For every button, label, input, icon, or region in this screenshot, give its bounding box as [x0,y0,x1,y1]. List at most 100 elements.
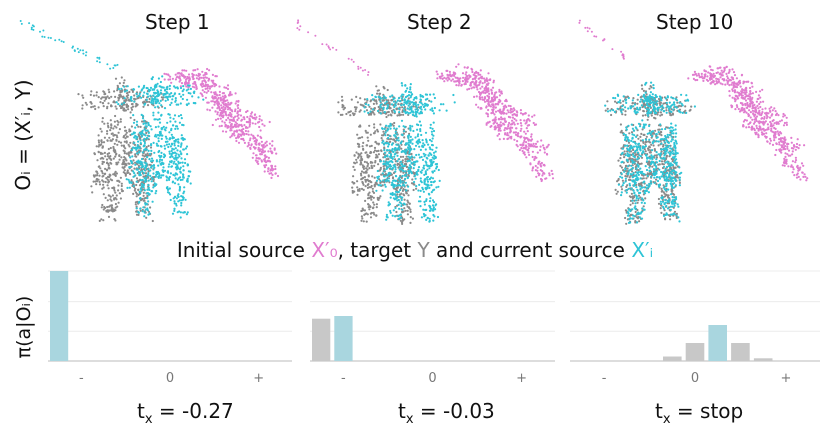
point [428,178,431,181]
point [536,140,539,143]
point [636,98,639,101]
point [97,145,100,148]
point [691,73,695,76]
point [101,120,104,123]
point [133,141,136,144]
point [461,72,465,75]
point [172,117,175,120]
point [234,102,237,105]
point [745,119,749,122]
point [132,184,135,187]
point [400,176,403,179]
point [144,180,147,183]
point [401,208,404,211]
point [763,115,766,119]
point [745,111,748,114]
point [164,99,167,102]
point [154,106,157,109]
point [384,134,387,137]
point [389,153,393,156]
point [715,77,718,80]
point [250,143,253,146]
point [154,175,157,178]
point [174,78,177,81]
point [140,157,144,161]
point [371,161,374,164]
point [362,188,365,191]
point [418,101,421,104]
point [201,82,205,86]
point [696,78,699,82]
point [433,169,436,172]
point [360,215,363,218]
point [710,77,713,81]
point [174,154,177,157]
point [367,103,370,107]
point [148,212,151,215]
point [413,96,416,100]
point [416,128,419,131]
point [363,106,366,109]
point [786,145,789,148]
point [167,78,170,81]
point [225,130,228,133]
point [358,187,361,191]
point [353,168,356,171]
point [409,127,412,131]
point [173,144,176,147]
point [342,108,345,111]
point [168,152,171,155]
point [107,210,110,213]
point [120,182,123,185]
point [783,157,786,160]
point [783,164,786,167]
point [169,75,172,78]
point [260,140,263,143]
point [359,172,363,175]
point [107,187,110,190]
point [395,133,398,136]
point [766,140,769,143]
point [147,172,150,175]
point [391,191,394,195]
point [719,76,722,79]
point [394,148,397,151]
point [474,80,477,83]
point [385,115,388,119]
point [360,159,363,162]
point [364,69,367,71]
point [91,191,94,194]
point [30,28,33,31]
point [19,20,22,22]
point [457,79,460,82]
point [148,100,151,103]
point [130,181,133,184]
point [397,203,400,206]
point [399,195,402,198]
point [263,170,266,173]
point [249,115,252,118]
point [383,127,386,130]
point [167,95,170,98]
point [510,119,514,122]
point [401,196,404,199]
point [382,95,386,98]
point [370,107,373,110]
point [234,108,237,111]
point [484,79,487,82]
point [134,161,137,164]
point [159,176,162,179]
point [211,100,214,103]
point [123,90,126,93]
point [623,156,626,159]
point [230,134,233,137]
point [362,141,365,144]
point [163,107,167,110]
point [187,175,190,178]
point [134,153,137,156]
point [762,127,765,130]
point [143,148,146,151]
point [207,77,210,80]
point [106,205,109,209]
point [395,107,398,110]
